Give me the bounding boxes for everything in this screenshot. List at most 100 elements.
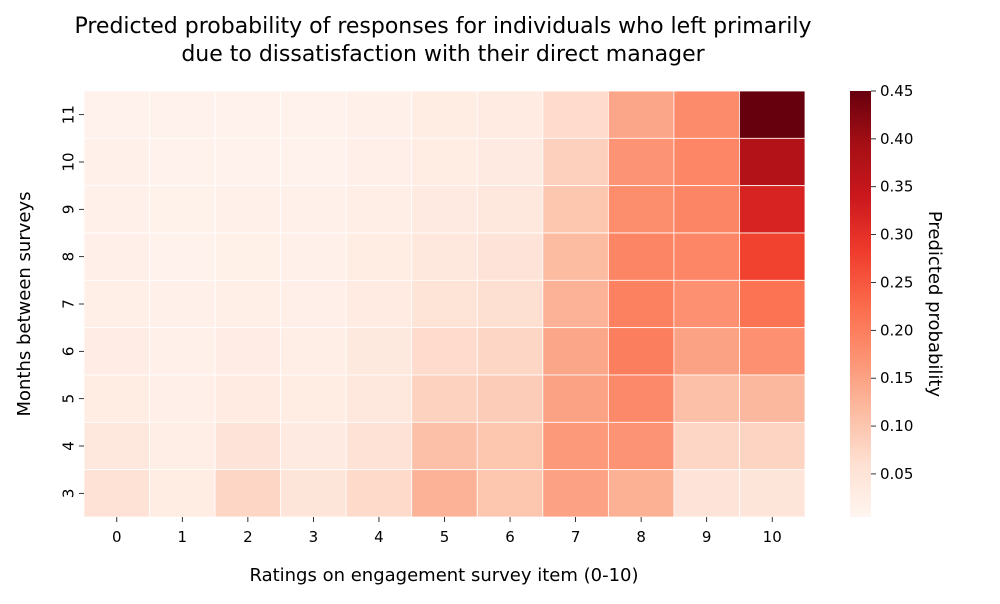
heatmap-cell: [280, 327, 347, 376]
heatmap-cell: [83, 185, 150, 234]
heatmap-cell: [280, 137, 347, 187]
heatmap-cells: [83, 90, 806, 518]
heatmap-cell: [149, 421, 216, 471]
heatmap-cell: [149, 374, 216, 423]
heatmap-cell: [673, 185, 740, 234]
x-tick-label: 0: [112, 528, 122, 546]
heatmap-cell: [345, 185, 413, 234]
heatmap-cell: [542, 327, 609, 376]
heatmap-cell: [149, 279, 216, 329]
heatmap-cell: [476, 90, 544, 139]
heatmap-cell: [83, 279, 150, 329]
heatmap-cell: [411, 327, 478, 376]
x-tick-label: 5: [440, 528, 450, 546]
chart-title-line-1: Predicted probability of responses for i…: [74, 14, 811, 39]
y-axis-ticks: 11 10 9 8 7 6 5 4 3: [60, 105, 84, 498]
heatmap-cell: [83, 421, 150, 471]
heatmap-cell: [476, 232, 544, 281]
heatmap-cell: [607, 374, 675, 423]
heatmap-cell: [83, 469, 150, 518]
y-tick-label: 11: [60, 105, 78, 124]
x-tick-label: 6: [505, 528, 515, 546]
heatmap-cell: [149, 327, 216, 376]
heatmap-cell: [214, 469, 282, 518]
colorbar-tick-label: 0.35: [880, 178, 913, 196]
heatmap-cell: [607, 327, 675, 376]
heatmap-cell: [345, 421, 413, 471]
y-tick-label: 10: [60, 152, 78, 171]
heatmap-cell: [411, 469, 478, 518]
y-tick-label: 8: [60, 252, 78, 262]
colorbar-tick-label: 0.10: [880, 417, 913, 435]
colorbar-label: Predicted probability: [924, 211, 945, 398]
heatmap-cell: [739, 421, 806, 471]
heatmap-cell: [673, 327, 740, 376]
heatmap-cell: [542, 469, 609, 518]
heatmap-cell: [607, 469, 675, 518]
heatmap-cell: [476, 374, 544, 423]
heatmap-cell: [607, 137, 675, 187]
heatmap-cell: [280, 469, 347, 518]
heatmap-cell: [83, 137, 150, 187]
heatmap-cell: [411, 279, 478, 329]
heatmap-cell: [739, 137, 806, 187]
heatmap-cell: [411, 137, 478, 187]
heatmap-cell: [214, 327, 282, 376]
heatmap-cell: [673, 421, 740, 471]
heatmap-cell: [542, 421, 609, 471]
colorbar-tick-label: 0.25: [880, 273, 913, 291]
heatmap-cell: [673, 374, 740, 423]
y-tick-label: 9: [60, 205, 78, 215]
heatmap-cell: [542, 137, 609, 187]
y-tick-label: 6: [60, 347, 78, 357]
heatmap-cell: [542, 279, 609, 329]
heatmap-cell: [280, 374, 347, 423]
heatmap-cell: [607, 421, 675, 471]
heatmap-cell: [739, 279, 806, 329]
heatmap-cell: [280, 185, 347, 234]
x-tick-label: 1: [178, 528, 188, 546]
heatmap-cell: [411, 90, 478, 139]
heatmap-cell: [411, 421, 478, 471]
heatmap-cell: [673, 469, 740, 518]
heatmap-cell: [214, 279, 282, 329]
heatmap-cell: [214, 374, 282, 423]
x-tick-label: 7: [571, 528, 581, 546]
heatmap-cell: [739, 90, 806, 139]
heatmap-cell: [411, 185, 478, 234]
heatmap-cell: [83, 232, 150, 281]
heatmap-cell: [149, 185, 216, 234]
x-tick-label: 9: [702, 528, 712, 546]
x-tick-label: 4: [374, 528, 384, 546]
heatmap-cell: [739, 327, 806, 376]
heatmap-cell: [607, 90, 675, 139]
heatmap-cell: [542, 90, 609, 139]
heatmap-cell: [673, 279, 740, 329]
heatmap-cell: [673, 232, 740, 281]
heatmap-cell: [739, 374, 806, 423]
heatmap-cell: [83, 327, 150, 376]
heatmap-cell: [83, 374, 150, 423]
heatmap-cell: [345, 137, 413, 187]
y-tick-label: 4: [60, 441, 78, 451]
colorbar-tick-label: 0.20: [880, 321, 913, 339]
heatmap-cell: [411, 374, 478, 423]
x-tick-label: 10: [763, 528, 782, 546]
heatmap-cell: [149, 137, 216, 187]
colorbar-ticks: 0.05 0.10 0.15 0.20 0.25 0.30 0.35 0.40 0.45: [871, 82, 913, 483]
chart-title-line-2: due to dissatisfaction with their direct…: [181, 42, 705, 67]
heatmap-cell: [542, 232, 609, 281]
heatmap-cell: [607, 185, 675, 234]
heatmap-cell: [476, 327, 544, 376]
heatmap-cell: [280, 232, 347, 281]
heatmap-cell: [214, 421, 282, 471]
heatmap-cell: [542, 185, 609, 234]
heatmap-cell: [476, 137, 544, 187]
heatmap-cell: [345, 327, 413, 376]
y-tick-label: 5: [60, 394, 78, 404]
colorbar-tick-label: 0.40: [880, 130, 913, 148]
heatmap-cell: [739, 469, 806, 518]
heatmap-cell: [673, 90, 740, 139]
heatmap-cell: [542, 374, 609, 423]
